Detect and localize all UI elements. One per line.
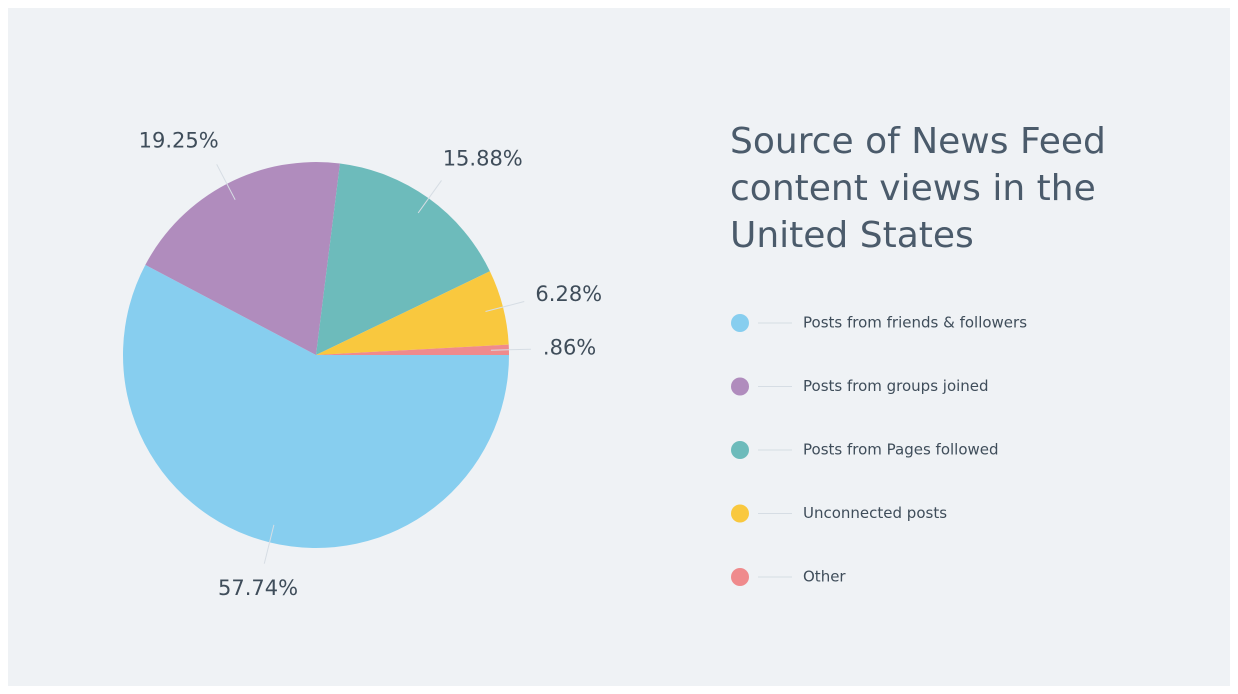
pie-slice (145, 161, 340, 355)
legend-swatch (731, 504, 749, 523)
leader-line (417, 180, 442, 214)
pie-slice (122, 264, 509, 548)
value-label: 19.25% (139, 128, 219, 152)
leader-line (485, 301, 525, 312)
pie-slice (316, 344, 509, 355)
legend-swatch (731, 314, 749, 332)
legend-label: Unconnected posts (803, 504, 947, 522)
value-label: .86% (543, 335, 596, 359)
pie-slice (316, 163, 490, 355)
legend-label: Posts from groups joined (803, 377, 989, 395)
value-label: 15.88% (443, 146, 523, 170)
value-label: 57.74% (218, 576, 298, 600)
value-label: 6.28% (535, 282, 602, 306)
legend-label: Posts from Pages followed (803, 441, 999, 459)
leader-line (216, 164, 236, 201)
leader-line (263, 524, 275, 564)
chart-title: Source of News Feed content views in the… (730, 121, 1106, 256)
legend-swatch (731, 377, 749, 396)
pie-slice (316, 271, 509, 355)
legend-swatch (731, 441, 749, 459)
legend-swatch (731, 568, 749, 586)
legend-label: Posts from friends & followers (803, 314, 1027, 332)
legend-label: Other (803, 568, 846, 586)
leader-line (490, 348, 531, 351)
